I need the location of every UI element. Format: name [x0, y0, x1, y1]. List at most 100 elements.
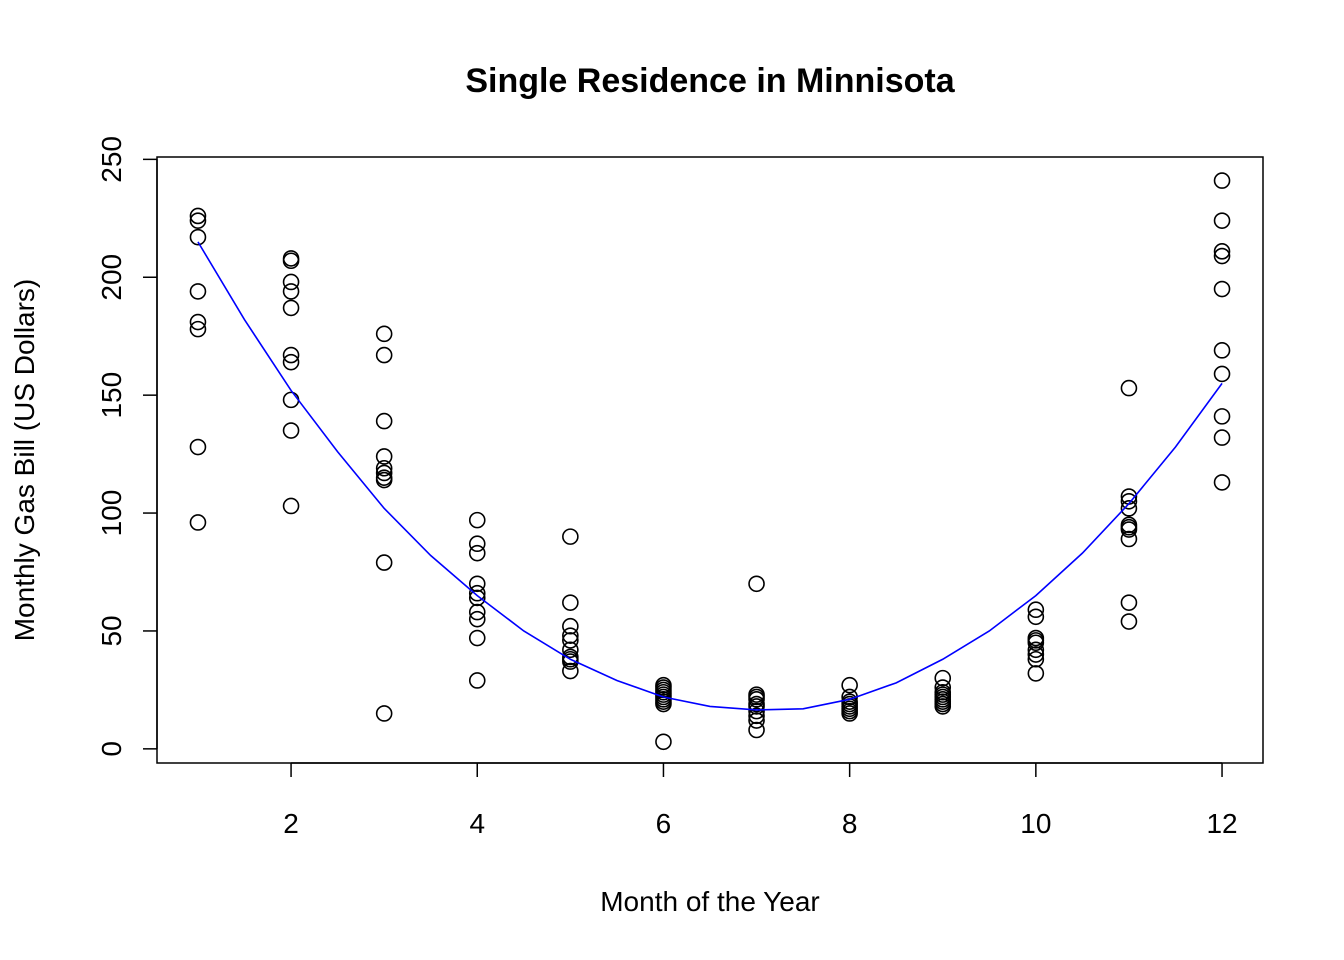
data-point	[468, 629, 486, 647]
data-point	[1213, 243, 1231, 260]
data-point	[468, 511, 486, 529]
data-point	[468, 589, 486, 607]
data-point	[562, 594, 579, 611]
data-point	[282, 422, 300, 439]
data-point	[1213, 247, 1231, 265]
data-point	[282, 346, 300, 364]
data-point	[282, 497, 300, 515]
data-point	[934, 669, 952, 687]
plot-frame	[156, 156, 1264, 764]
data-point	[282, 252, 300, 270]
fit-curve	[197, 241, 1223, 711]
data-point	[189, 207, 207, 225]
data-point	[282, 283, 300, 300]
data-point	[748, 721, 765, 739]
scatter-points	[189, 172, 1231, 751]
data-point	[1120, 594, 1138, 611]
data-point	[1027, 634, 1045, 652]
x-axis: 2 4 6 8 10 12	[283, 762, 1238, 839]
x-tick-label: 4	[469, 808, 485, 839]
data-point	[841, 676, 858, 694]
data-point	[1213, 365, 1231, 383]
y-tick-label: 100	[96, 490, 127, 537]
data-point	[189, 212, 207, 229]
chart-title: Single Residence in Minnisota	[465, 62, 955, 100]
data-point	[468, 544, 486, 562]
data-point	[1027, 601, 1045, 619]
data-point	[1213, 342, 1231, 359]
y-tick-label: 0	[96, 741, 127, 757]
fit-curve-layer	[197, 241, 1223, 711]
data-point	[468, 603, 486, 621]
data-point	[748, 702, 765, 720]
data-point	[468, 610, 486, 628]
data-point	[748, 575, 765, 593]
data-point	[189, 283, 207, 300]
data-point	[1027, 665, 1045, 682]
data-point	[375, 471, 393, 489]
data-point	[468, 584, 486, 602]
data-point	[1213, 280, 1231, 298]
data-point	[1213, 212, 1231, 229]
data-point	[1027, 650, 1045, 668]
x-tick-label: 12	[1206, 808, 1237, 839]
x-tick-label: 2	[283, 808, 299, 839]
data-point	[748, 712, 765, 729]
data-point	[562, 653, 579, 670]
x-tick-label: 8	[842, 808, 858, 839]
data-point	[748, 698, 765, 715]
data-point	[375, 448, 393, 465]
data-point	[189, 438, 207, 456]
data-point	[1120, 492, 1138, 510]
data-point	[1213, 474, 1231, 491]
data-point	[1027, 641, 1045, 659]
data-point	[655, 733, 672, 751]
data-point	[375, 705, 393, 722]
data-point	[189, 320, 207, 338]
y-tick-label: 200	[96, 254, 127, 301]
x-tick-label: 10	[1020, 808, 1051, 839]
data-point	[189, 313, 207, 331]
data-point	[375, 346, 393, 364]
data-point	[1213, 172, 1231, 189]
data-point	[562, 632, 579, 649]
data-point	[1120, 613, 1138, 630]
data-point	[1213, 429, 1231, 446]
x-axis-label: Month of the Year	[600, 886, 820, 917]
data-point	[282, 299, 300, 317]
data-point	[375, 412, 393, 430]
data-point	[468, 672, 486, 689]
data-point	[282, 273, 300, 291]
data-point	[468, 575, 486, 593]
data-point	[562, 627, 579, 644]
data-point	[1120, 530, 1138, 548]
y-tick-label: 150	[96, 372, 127, 419]
data-point	[841, 705, 858, 722]
data-point	[189, 514, 207, 531]
data-point	[934, 698, 952, 715]
data-point	[375, 464, 393, 482]
data-point	[1120, 521, 1138, 538]
data-point	[562, 617, 579, 635]
data-point	[748, 707, 765, 725]
y-axis-label: Monthly Gas Bill (US Dollars)	[9, 279, 40, 642]
data-point	[934, 679, 952, 696]
data-point	[375, 325, 393, 343]
data-point	[562, 641, 579, 659]
data-point	[189, 228, 207, 246]
data-point	[1027, 646, 1045, 663]
data-point	[562, 528, 579, 545]
x-tick-label: 6	[656, 808, 672, 839]
data-point	[1213, 408, 1231, 425]
data-point	[1027, 608, 1045, 626]
data-point	[282, 353, 300, 371]
data-point	[468, 535, 486, 553]
data-point	[282, 391, 300, 409]
data-point	[375, 554, 393, 571]
y-axis: 0 50 100 150 200 250	[96, 136, 158, 757]
data-point	[562, 662, 579, 680]
data-point	[748, 691, 765, 708]
y-tick-label: 250	[96, 136, 127, 183]
data-point	[1120, 500, 1138, 517]
